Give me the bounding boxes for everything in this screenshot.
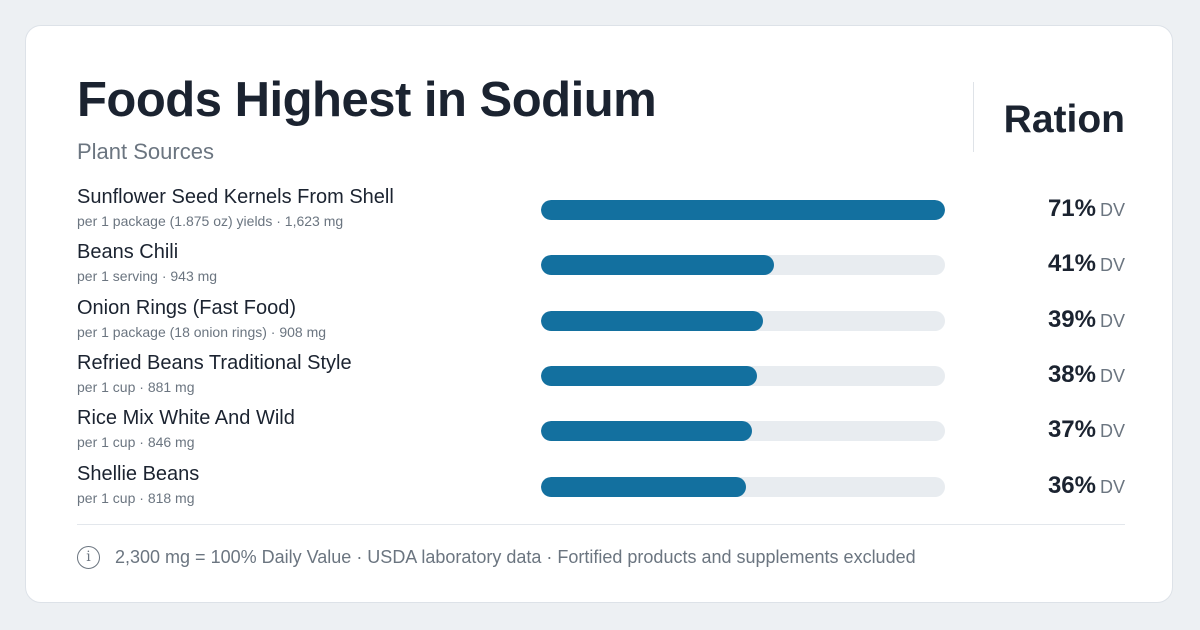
percent-unit: DV [1099, 366, 1125, 386]
bar [541, 477, 746, 497]
food-name: Rice Mix White And Wild [77, 407, 295, 429]
page-subtitle: Plant Sources [77, 139, 214, 164]
chart-row: Beans Chili per 1 serving · 943 mg 41% DV [77, 240, 1125, 292]
value-label: 39% DV [965, 305, 1125, 338]
percent-value: 37% [1047, 416, 1096, 443]
percent-unit: DV [1099, 311, 1125, 331]
chart-row: Refried Beans Traditional Style per 1 cup… [77, 351, 1125, 403]
info-icon: i [77, 545, 100, 569]
value-label: 37% DV [965, 415, 1125, 448]
food-name: Onion Rings (Fast Food) [77, 297, 296, 319]
value-label: 38% DV [965, 360, 1125, 393]
page-title: Foods Highest in Sodium [77, 73, 657, 127]
bar [541, 255, 775, 275]
food-serving-detail: per 1 cup · 818 mg [77, 490, 195, 506]
food-name: Beans Chili [77, 241, 179, 263]
bar [541, 366, 758, 386]
bar-track [541, 311, 945, 331]
bar-track [541, 421, 945, 441]
percent-unit: DV [1099, 477, 1125, 497]
percent-unit: DV [1099, 200, 1125, 220]
header-divider [973, 82, 974, 152]
chart-row: Onion Rings (Fast Food) per 1 package (18… [77, 296, 1125, 348]
food-serving-detail: per 1 package (18 onion rings) · 908 mg [77, 324, 327, 340]
value-label: 71% DV [965, 194, 1125, 227]
value-label: 36% DV [965, 471, 1125, 504]
percent-value: 71% [1047, 195, 1096, 222]
food-name: Refried Beans Traditional Style [77, 352, 352, 374]
percent-value: 41% [1047, 250, 1096, 277]
chart-row: Sunflower Seed Kernels From Shell per 1 p… [77, 185, 1125, 237]
percent-value: 39% [1047, 306, 1096, 333]
bar [541, 311, 763, 331]
percent-unit: DV [1099, 421, 1125, 441]
food-serving-detail: per 1 package (1.875 oz) yields · 1,623 … [77, 213, 344, 229]
bar-track [541, 366, 945, 386]
percent-unit: DV [1099, 255, 1125, 275]
food-serving-detail: per 1 cup · 881 mg [77, 379, 195, 395]
food-serving-detail: per 1 cup · 846 mg [77, 434, 195, 450]
footer-divider [77, 524, 1125, 525]
chart-row: Shellie Beans per 1 cup · 818 mg 36% DV [77, 462, 1125, 514]
brand-logo: Ration [1003, 98, 1125, 141]
bar-track [541, 200, 945, 220]
bar-track [541, 477, 945, 497]
footer: i 2,300 mg = 100% Daily Value · USDA lab… [77, 543, 916, 571]
food-name: Shellie Beans [77, 463, 200, 485]
food-serving-detail: per 1 serving · 943 mg [77, 268, 218, 284]
bar [541, 421, 752, 441]
percent-value: 38% [1047, 361, 1096, 388]
percent-value: 36% [1047, 472, 1096, 499]
footer-note: 2,300 mg = 100% Daily Value · USDA labor… [115, 546, 916, 567]
value-label: 41% DV [965, 249, 1125, 282]
chart-row: Rice Mix White And Wild per 1 cup · 846 m… [77, 406, 1125, 458]
food-name: Sunflower Seed Kernels From Shell [77, 186, 394, 208]
bar [541, 200, 945, 220]
bar-track [541, 255, 945, 275]
